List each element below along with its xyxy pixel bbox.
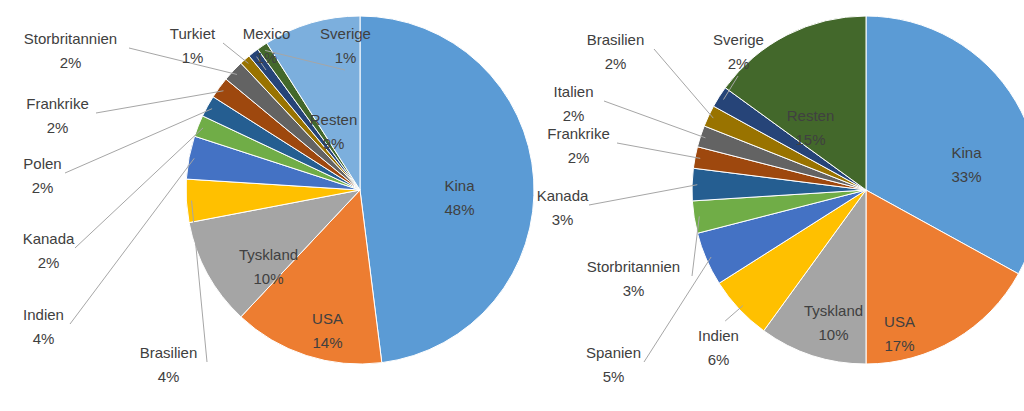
svg-text:Sverige1%: Sverige1% (320, 25, 371, 66)
svg-text:Mexico1%: Mexico1% (243, 25, 291, 66)
svg-text:Brasilien4%: Brasilien4% (140, 344, 198, 385)
svg-text:Storbritannien2%: Storbritannien2% (24, 30, 117, 71)
svg-text:Brasilien2%: Brasilien2% (587, 31, 645, 72)
svg-text:Turkiet1%: Turkiet1% (170, 25, 216, 66)
svg-text:Resten9%: Resten9% (310, 111, 358, 152)
svg-text:Frankrike2%: Frankrike2% (547, 125, 610, 166)
svg-text:Resten15%: Resten15% (787, 107, 835, 148)
svg-text:Polen2%: Polen2% (23, 155, 61, 196)
svg-text:Kanada3%: Kanada3% (537, 187, 589, 228)
svg-text:Storbritannien3%: Storbritannien3% (587, 258, 680, 299)
svg-text:Kina33%: Kina33% (951, 144, 982, 185)
svg-text:USA17%: USA17% (884, 313, 915, 354)
svg-text:Kanada2%: Kanada2% (23, 230, 75, 271)
svg-text:Kina48%: Kina48% (444, 177, 475, 218)
svg-text:Italien2%: Italien2% (553, 83, 593, 124)
svg-text:Indien4%: Indien4% (23, 306, 64, 347)
svg-text:Sverige2%: Sverige2% (713, 31, 764, 72)
svg-text:Tyskland10%: Tyskland10% (239, 246, 298, 287)
svg-text:Indien6%: Indien6% (698, 327, 739, 368)
svg-text:Tyskland10%: Tyskland10% (804, 302, 863, 343)
svg-text:Frankrike2%: Frankrike2% (26, 95, 89, 136)
svg-text:Spanien5%: Spanien5% (586, 344, 641, 385)
svg-text:USA14%: USA14% (312, 310, 343, 351)
